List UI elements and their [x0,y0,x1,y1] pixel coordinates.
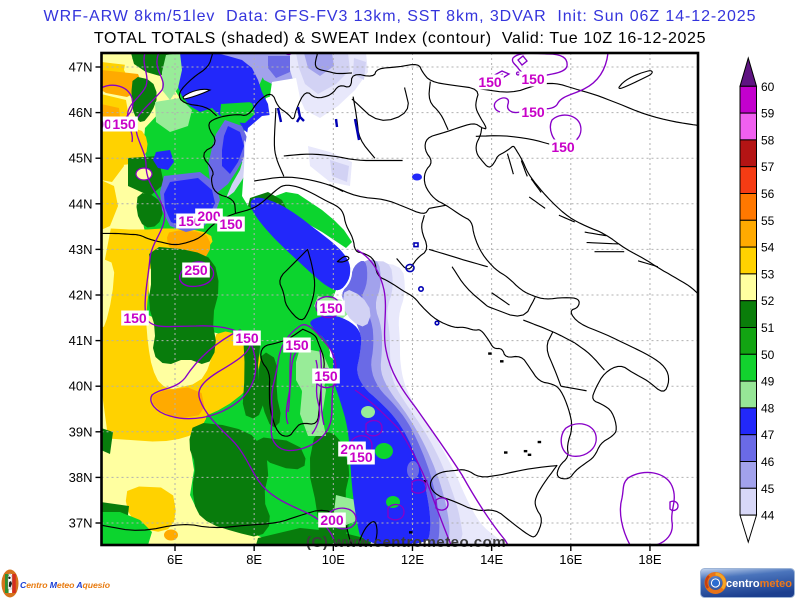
svg-text:49: 49 [761,375,775,389]
svg-text:60: 60 [761,80,775,94]
svg-text:57: 57 [761,160,775,174]
svg-text:150: 150 [123,310,147,326]
svg-text:150: 150 [219,216,243,232]
svg-text:38N: 38N [69,470,93,485]
svg-text:150: 150 [551,139,575,155]
svg-text:50: 50 [761,348,775,362]
svg-text:150: 150 [285,337,309,353]
svg-text:40N: 40N [69,379,93,394]
svg-text:46N: 46N [69,105,93,120]
svg-text:41N: 41N [69,333,93,348]
svg-text:52: 52 [761,294,775,308]
svg-text:47: 47 [761,428,775,442]
svg-text:54: 54 [761,241,775,255]
svg-text:16E: 16E [559,552,582,567]
svg-text:48: 48 [761,401,775,415]
svg-text:37N: 37N [69,516,93,531]
svg-text:58: 58 [761,133,775,147]
svg-text:46: 46 [761,455,775,469]
svg-text:150: 150 [235,330,259,346]
svg-text:150: 150 [319,300,343,316]
svg-text:(C) www.centrometeo.com: (C) www.centrometeo.com [306,534,506,551]
svg-text:59: 59 [761,107,775,121]
svg-text:42N: 42N [69,288,93,303]
svg-text:44: 44 [761,509,775,523]
svg-text:43N: 43N [69,242,93,257]
svg-text:150: 150 [349,449,373,465]
svg-text:10E: 10E [322,552,345,567]
svg-text:150: 150 [314,368,338,384]
svg-text:150: 150 [521,104,545,120]
svg-text:00: 00 [96,116,112,132]
svg-text:45N: 45N [69,151,93,166]
svg-text:47N: 47N [69,60,93,75]
svg-text:14E: 14E [480,552,503,567]
svg-text:150: 150 [112,116,136,132]
svg-text:12E: 12E [401,552,424,567]
svg-text:55: 55 [761,214,775,228]
svg-text:51: 51 [761,321,775,335]
svg-text:8E: 8E [246,552,262,567]
svg-text:45: 45 [761,482,775,496]
svg-text:53: 53 [761,267,775,281]
svg-text:6E: 6E [167,552,183,567]
svg-text:200: 200 [197,208,221,224]
svg-text:200: 200 [320,512,344,528]
svg-text:centrometeo: centrometeo [726,578,792,590]
svg-text:250: 250 [184,262,208,278]
svg-text:150: 150 [521,71,545,87]
svg-text:39N: 39N [69,424,93,439]
svg-text:56: 56 [761,187,775,201]
svg-text:18E: 18E [638,552,661,567]
svg-text:150: 150 [478,74,502,90]
svg-text:44N: 44N [69,196,93,211]
